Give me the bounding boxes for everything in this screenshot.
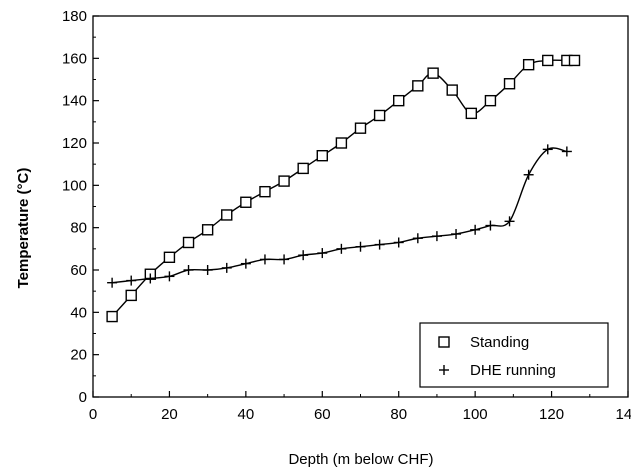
square-marker <box>465 107 478 120</box>
square-marker <box>201 224 214 236</box>
y-tick-label: 180 <box>62 8 87 25</box>
x-tick-label: 40 <box>238 406 255 423</box>
plus-marker <box>542 144 553 155</box>
square-marker <box>297 162 309 175</box>
square-marker <box>259 185 271 198</box>
legend-label: Standing <box>470 334 529 351</box>
square-marker <box>106 310 118 323</box>
x-tick-label: 120 <box>539 406 564 423</box>
plus-marker <box>298 250 309 261</box>
x-tick-label: 140 <box>615 406 631 423</box>
plus-marker <box>202 265 213 275</box>
plus-marker <box>145 273 156 284</box>
legend-box <box>419 322 609 388</box>
square-marker <box>221 209 233 221</box>
plus-marker <box>240 258 251 269</box>
series-line <box>111 59 575 318</box>
y-tick-label: 100 <box>62 177 87 194</box>
plus-marker <box>183 265 194 275</box>
legend: Standing DHE running <box>419 322 609 388</box>
square-marker <box>354 122 367 134</box>
square-marker <box>373 109 386 122</box>
plus-marker <box>412 233 423 244</box>
square-marker <box>125 289 137 302</box>
square-marker <box>316 149 328 162</box>
y-tick-label: 0 <box>79 389 87 406</box>
legend-plus-icon <box>439 365 449 375</box>
series-line <box>112 147 568 284</box>
square-marker <box>412 80 424 92</box>
plus-marker <box>393 237 404 248</box>
square-marker <box>542 54 554 67</box>
plus-marker <box>561 146 572 157</box>
series-dhe-running <box>107 144 572 288</box>
y-tick-label: 60 <box>70 262 87 279</box>
plus-marker <box>374 239 385 250</box>
plus-marker <box>126 275 137 286</box>
square-marker <box>240 196 252 208</box>
square-marker <box>484 94 497 107</box>
plus-marker <box>259 254 270 265</box>
plus-marker <box>431 231 442 242</box>
square-marker <box>182 236 195 249</box>
plus-marker <box>279 254 290 265</box>
plus-marker <box>355 241 366 252</box>
y-tick-label: 120 <box>62 135 87 152</box>
plus-marker <box>485 220 496 231</box>
y-tick-label: 40 <box>70 304 87 321</box>
square-marker <box>503 78 516 90</box>
x-tick-label: 100 <box>463 406 488 423</box>
x-tick-label: 20 <box>161 406 178 423</box>
plus-marker <box>451 229 462 240</box>
legend-label: DHE running <box>470 362 556 379</box>
plus-marker <box>164 271 175 282</box>
y-axis-label: Temperature (°C) <box>15 168 32 289</box>
plus-marker <box>107 277 118 288</box>
square-marker <box>522 58 535 71</box>
plus-marker <box>336 243 347 254</box>
square-marker <box>163 251 176 264</box>
y-tick-label: 160 <box>62 50 87 67</box>
square-marker <box>278 175 290 187</box>
x-tick-label: 0 <box>89 406 97 423</box>
x-axis-label: Depth (m below CHF) <box>288 451 433 468</box>
y-tick-label: 80 <box>70 220 87 237</box>
plus-marker <box>221 262 232 273</box>
square-marker <box>446 84 458 96</box>
y-tick-label: 20 <box>70 347 87 364</box>
square-marker <box>393 94 405 107</box>
series-standing <box>106 54 581 323</box>
plus-marker <box>504 216 515 227</box>
plus-marker <box>317 248 328 259</box>
square-marker <box>427 67 439 79</box>
x-tick-label: 80 <box>390 406 407 423</box>
x-tick-label: 60 <box>314 406 331 423</box>
square-marker <box>568 54 581 67</box>
legend-square-icon <box>438 336 450 348</box>
y-tick-label: 140 <box>62 93 87 110</box>
square-marker <box>335 137 348 149</box>
plus-marker <box>470 224 481 235</box>
plus-marker <box>523 169 534 180</box>
